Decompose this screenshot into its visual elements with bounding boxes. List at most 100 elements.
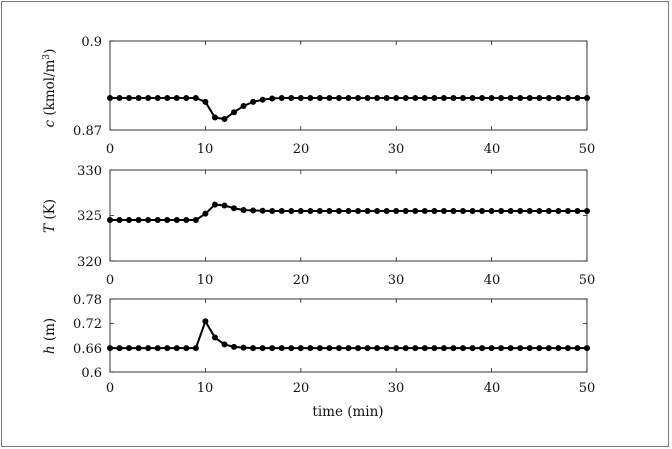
data-point [412, 207, 419, 214]
xtick-label: 40 [484, 381, 501, 396]
data-point [116, 345, 123, 352]
data-point [469, 94, 476, 101]
data-point [345, 94, 352, 101]
data-point [536, 94, 543, 101]
data-point [326, 207, 333, 214]
panel-temperature: 330 325 320 0 10 20 30 40 50 T (K) [42, 164, 595, 288]
data-point [545, 94, 552, 101]
data-point [107, 217, 113, 224]
data-point [545, 207, 552, 214]
data-point [440, 207, 447, 214]
data-point [507, 345, 514, 352]
data-point [288, 207, 295, 214]
data-point [555, 207, 562, 214]
data-point [307, 94, 314, 101]
data-point [250, 98, 257, 105]
data-point [536, 345, 543, 352]
data-point [574, 345, 581, 352]
data-point [526, 94, 533, 101]
data-point [584, 345, 590, 352]
data-point [564, 94, 571, 101]
plot-area-level [109, 298, 588, 373]
data-point [431, 345, 438, 352]
data-point [135, 345, 142, 352]
data-point [126, 345, 133, 352]
data-point [421, 94, 428, 101]
data-point [259, 96, 266, 103]
data-point [211, 114, 218, 121]
data-point [517, 345, 524, 352]
data-point [259, 207, 266, 214]
data-point [192, 345, 199, 352]
data-point [402, 207, 409, 214]
data-point [250, 345, 257, 352]
data-point [278, 207, 285, 214]
ytick-label: 0.9 [81, 35, 102, 50]
data-point [288, 345, 295, 352]
data-point [574, 207, 581, 214]
xtick-labels-temperature: 0 10 20 30 40 50 [106, 273, 595, 288]
data-point [526, 345, 533, 352]
xtick-label: 0 [106, 142, 114, 157]
xtick-label: 0 [106, 273, 114, 288]
data-point [116, 217, 123, 224]
data-point [431, 94, 438, 101]
xtick-label: 10 [197, 273, 214, 288]
data-point [231, 205, 238, 212]
ylabel-level: h (m) [42, 318, 58, 354]
data-point [269, 95, 276, 102]
data-point [164, 217, 171, 224]
data-point [126, 217, 133, 224]
data-point [383, 94, 390, 101]
xtick-labels-concentration: 0 10 20 30 40 50 [106, 142, 595, 157]
data-point [240, 102, 247, 109]
data-point [393, 345, 400, 352]
data-point [507, 207, 514, 214]
xtick-label: 50 [579, 273, 596, 288]
ylabel-concentration: c (kmol/m3) [42, 49, 58, 128]
data-point [479, 207, 486, 214]
data-point [450, 345, 457, 352]
data-point [383, 345, 390, 352]
data-point [316, 94, 323, 101]
axis-ticks-concentration [109, 40, 588, 131]
data-point [355, 207, 362, 214]
data-point [364, 345, 371, 352]
data-point [355, 94, 362, 101]
ytick-label: 320 [77, 255, 102, 270]
data-point [374, 207, 381, 214]
ytick-label: 0.87 [73, 124, 102, 139]
data-point [545, 345, 552, 352]
data-point [316, 207, 323, 214]
data-point [459, 207, 466, 214]
data-point [135, 217, 142, 224]
xtick-label: 40 [484, 142, 501, 157]
data-point [269, 207, 276, 214]
data-point [526, 207, 533, 214]
data-point [297, 345, 304, 352]
data-point [297, 94, 304, 101]
data-point [107, 345, 113, 352]
data-point [259, 345, 266, 352]
data-point [574, 94, 581, 101]
data-point [192, 94, 199, 101]
x-axis-label: time (min) [312, 404, 383, 420]
data-point [126, 94, 133, 101]
data-point [584, 207, 590, 214]
data-point [469, 345, 476, 352]
ytick-label: 325 [77, 209, 102, 224]
series-temperature [107, 201, 590, 224]
data-point [431, 207, 438, 214]
data-point [555, 94, 562, 101]
ylabel-temperature: T (K) [42, 199, 58, 233]
ytick-label: 0.6 [81, 366, 102, 381]
data-point [326, 94, 333, 101]
data-point [154, 94, 161, 101]
plot-area-concentration [109, 40, 588, 131]
data-point [316, 345, 323, 352]
data-point [240, 207, 247, 214]
data-point [488, 345, 495, 352]
panel-concentration: 0.9 0.87 0 10 20 30 40 50 c (kmol/m3) [42, 35, 595, 157]
axis-ticks-level [109, 298, 588, 373]
